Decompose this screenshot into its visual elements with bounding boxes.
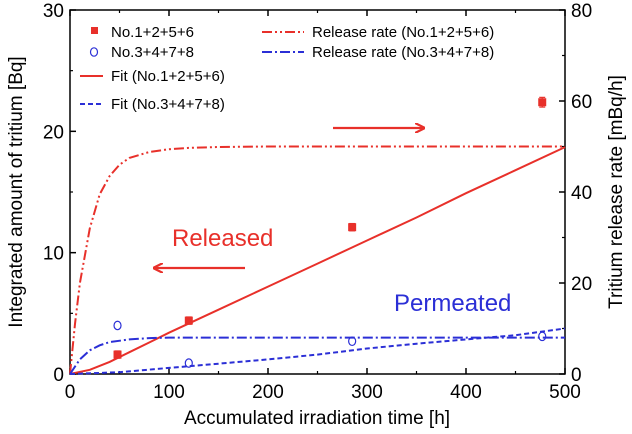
data-point-series-1 <box>113 350 122 359</box>
y2-tick-label: 20 <box>571 274 592 295</box>
legend-label-series-1: No.1+2+5+6 <box>111 24 194 41</box>
legend: No.1+2+5+6 No.3+4+7+8 Fit (No.1+2+5+6) F… <box>80 24 494 113</box>
series-line-6 <box>69 336 565 375</box>
legend-label-series-6: Release rate (No.3+4+7+8) <box>312 44 494 61</box>
series-line-4 <box>69 327 566 375</box>
annotation-permeated: Permeated <box>394 290 511 317</box>
y-axis-label: Integrated amount of tritium [Bq] <box>6 56 27 327</box>
legend-label-series-4: Fit (No.3+4+7+8) <box>111 96 225 113</box>
data-point-series-1 <box>538 98 547 107</box>
data-point-series-2 <box>538 331 547 342</box>
x-tick-label: 500 <box>549 382 581 403</box>
x-tick-label: 100 <box>153 382 185 403</box>
x-tick-label: 200 <box>252 382 284 403</box>
y2-tick-label: 40 <box>571 183 592 204</box>
y2-tick-label: 80 <box>571 1 592 22</box>
y-tick-label: 30 <box>43 1 64 22</box>
y2-tick-label: 60 <box>571 92 592 113</box>
y-tick-label: 10 <box>43 244 64 265</box>
legend-label-series-3: Fit (No.1+2+5+6) <box>111 68 225 85</box>
data-point-series-2 <box>184 358 193 368</box>
x-tick-label: 0 <box>65 382 76 403</box>
series-layer <box>69 96 566 375</box>
plot-frame <box>69 9 566 375</box>
legend-marker-series-1 <box>91 27 98 34</box>
x-axis-label: Accumulated irradiation time [h] <box>184 408 450 429</box>
x-tick-label: 400 <box>450 382 482 403</box>
data-point-series-2 <box>113 320 122 331</box>
data-point-series-1 <box>184 316 193 325</box>
annotation-released: Released <box>172 225 273 252</box>
series-line-5 <box>69 145 565 375</box>
y2-tick-label: 0 <box>571 365 582 386</box>
y-tick-label: 20 <box>43 122 64 143</box>
x-tick-label: 300 <box>351 382 383 403</box>
axis-ticks <box>69 9 566 375</box>
legend-label-series-5: Release rate (No.1+2+5+6) <box>312 24 494 41</box>
y2-axis-label: Tritium release rate [mBq/h] <box>606 75 627 309</box>
data-point-series-1 <box>348 223 357 232</box>
legend-label-series-2: No.3+4+7+8 <box>111 44 194 61</box>
legend-marker-series-2 <box>89 47 99 57</box>
y-tick-label: 0 <box>53 365 64 386</box>
series-line-3 <box>69 146 566 375</box>
